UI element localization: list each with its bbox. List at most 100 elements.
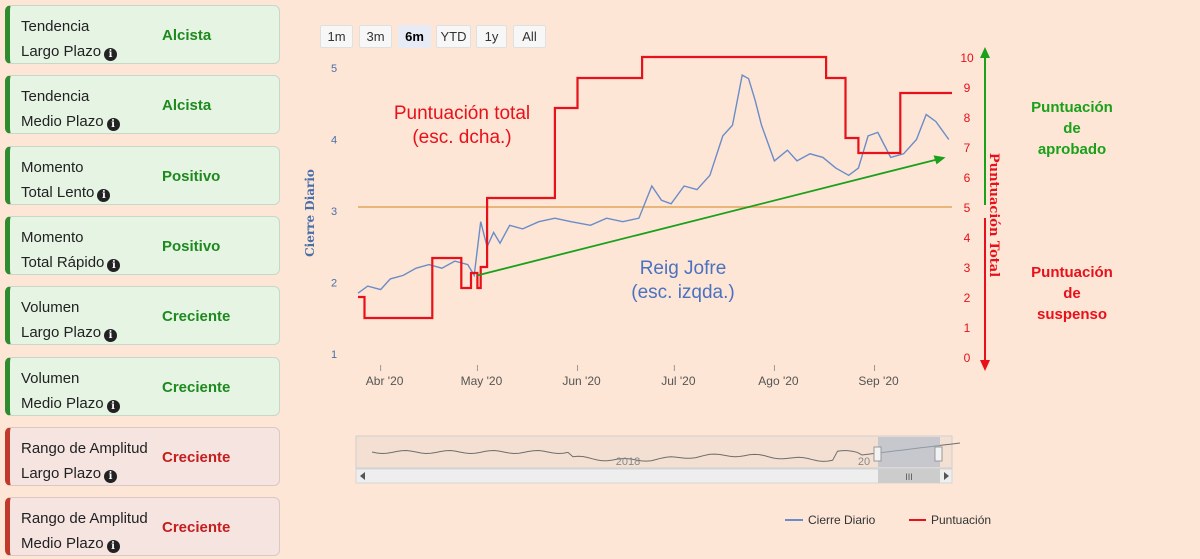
info-circle-icon[interactable]: i [106,399,120,413]
navigator-series-line [371,442,961,462]
right-axis-tick-label: 9 [964,81,971,95]
info-circle-icon[interactable]: i [104,48,118,61]
indicator-name: Tendencia Largo Plazo i [21,14,118,64]
indicator-status: Alcista [162,97,212,115]
info-circle-icon[interactable]: i [107,258,121,272]
indicator-name-line2-text: Medio Plazo [21,535,104,553]
indicator-panel: Tendencia Largo Plazo i Alcista [5,5,280,64]
navigator-label: 2018 [616,456,640,468]
right-axis-tick-label: 2 [964,291,971,305]
left-axis-tick-label: 2 [331,278,337,290]
navigator-area [355,435,953,469]
indicator-status: Alcista [162,27,212,44]
pass-annotation-line3: aprobado [1037,141,1107,158]
indicator-name: Rango de Amplitud Largo Plazo i [21,436,148,486]
indicator-name: Volumen Medio Plazo i [21,366,120,416]
indicator-name-line2: Largo Plazo i [21,39,118,64]
left-axis-tick-label: 3 [331,206,337,218]
right-axis-tick-label: 1 [964,321,971,335]
stock-annotation-line2: (esc. izqda.) [631,282,735,303]
navigator-selection [878,437,940,467]
legend-label-score: Puntuación [931,513,991,527]
pass-annotation-line2: de [1063,120,1081,137]
fail-annotation: Puntuación de suspenso [1020,262,1124,325]
x-axis-tick-label: Jul '20 [661,374,696,388]
range-button[interactable]: YTD [436,25,471,48]
indicator-status: Creciente [162,519,231,537]
pass-arrow-head [980,47,990,58]
range-button[interactable]: 1m [320,25,353,48]
indicator-name-line2: Total Lento i [21,180,111,205]
left-axis-tick-label: 4 [331,135,337,147]
scrollbar-grip-icon: III [905,472,913,482]
indicator-status: Positivo [162,167,221,185]
pass-annotation: Puntuación de aprobado [1020,97,1124,160]
right-axis-tick-label: 8 [964,111,971,125]
right-axis-tick-label: 6 [964,171,971,185]
indicator-name-line2-text: Medio Plazo [21,394,104,412]
x-axis-tick-label: May '20 [461,374,503,388]
indicator-name: Momento Total Lento i [21,155,111,205]
navigator-label: 20 [858,456,870,468]
indicator-name-line1: Rango de Amplitud [21,439,148,457]
navigator-handle-left [873,446,882,462]
scrollbar-thumb [878,469,940,483]
indicator-panel: Rango de Amplitud Largo Plazo i Creciente [5,426,280,486]
indicator-status: Creciente [162,378,231,396]
indicator-name-line2-text: Total Lento [21,183,95,201]
indicator-name-line1: Rango de Amplitud [21,510,148,528]
indicator-name-line2: Medio Plazo i [21,391,120,416]
x-axis-tick-label: Abr '20 [366,374,404,388]
info-circle-icon[interactable]: i [106,118,120,132]
right-axis-tick-label: 4 [964,231,971,245]
score-series-line [358,55,952,320]
right-axis-tick-label: 0 [964,351,971,365]
indicator-panel: Volumen Medio Plazo i Creciente [5,356,280,416]
indicator-name: Rango de Amplitud Medio Plazo i [21,506,148,556]
info-circle-icon[interactable]: i [97,188,111,202]
legend-label-price: Cierre Diario [808,513,876,527]
indicator-name: Volumen Largo Plazo i [21,295,118,345]
indicator-panel: Momento Total Lento i Positivo [5,145,280,205]
indicator-name-line1: Tendencia [21,88,90,106]
trend-arrow-head [933,155,946,165]
range-button[interactable]: All [513,25,546,48]
left-axis-tick-label: 1 [331,349,337,361]
range-button[interactable]: 3m [359,25,392,48]
info-circle-icon[interactable]: i [104,469,118,483]
right-axis-tick-label: 7 [964,141,971,155]
scroll-right-icon [944,472,949,480]
x-axis-tick-label: Sep '20 [858,374,899,388]
indicator-name-line2-text: Medio Plazo [21,113,104,131]
stock-annotation: Reig Jofre (esc. izqda.) [598,257,768,305]
x-axis-tick-label: Ago '20 [758,374,799,388]
info-circle-icon[interactable]: i [104,329,118,343]
right-axis-tick-label: 10 [960,51,974,65]
range-button[interactable]: 6m [398,25,431,48]
indicator-name-line1: Tendencia [21,18,90,35]
indicator-name: Momento Total Rápido i [21,225,121,275]
navigator-handle-right [934,446,943,462]
score-annotation-line2: (esc. dcha.) [412,127,512,148]
right-axis-tick-label: 5 [964,201,971,215]
range-button[interactable]: 1y [476,25,507,48]
indicator-name-line2: Medio Plazo i [21,531,148,556]
indicator-name: Tendencia Medio Plazo i [21,84,120,134]
indicator-panel: Rango de Amplitud Medio Plazo i Creciente [5,497,280,557]
indicator-name-line2: Medio Plazo i [21,109,120,134]
indicator-name-line1: Momento [21,228,84,246]
score-annotation-line1: Puntuación total [393,103,531,124]
score-annotation: Puntuación total (esc. dcha.) [372,102,552,150]
scroll-left-icon [360,472,365,480]
indicator-status: Creciente [162,448,231,466]
indicator-name-line2-text: Largo Plazo [21,43,102,60]
indicator-name-line2-text: Largo Plazo [21,324,102,342]
fail-arrow-head [980,360,990,371]
left-axis-title: Cierre Diario [303,169,317,257]
indicator-name-line1: Momento [21,158,84,176]
fail-annotation-line2: de [1063,285,1081,302]
scrollbar-track [355,468,953,484]
info-circle-icon[interactable]: i [106,540,120,554]
x-axis-tick-label: Jun '20 [562,374,601,388]
